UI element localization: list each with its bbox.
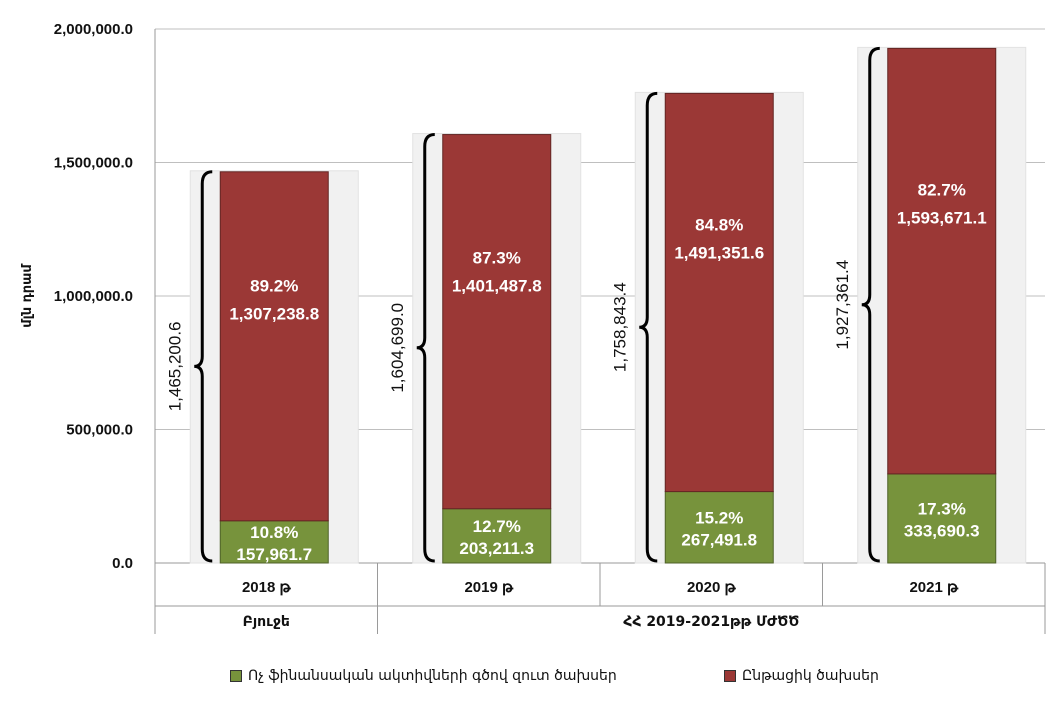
legend-item-nonfinancial: Ոչ ֆինանսական ակտիվների գծով զուտ ծախսեր — [230, 668, 617, 684]
bar-segment-nonfinancial — [664, 491, 774, 564]
y-tick-label: 2,000,000.0 — [54, 21, 133, 38]
data-label-value-nonfinancial: 267,491.8 — [681, 530, 757, 549]
data-label-value-current: 1,491,351.6 — [674, 244, 764, 263]
legend-label-current: Ընթացիկ ծախսեր — [742, 668, 879, 684]
bars — [189, 46, 1027, 564]
total-brace — [416, 133, 435, 563]
data-label-value-current: 1,401,487.8 — [452, 276, 542, 295]
legend: Ոչ ֆինանսական ակտիվների գծով զուտ ծախսեր… — [0, 668, 1053, 688]
bar-segment-current — [442, 134, 552, 510]
category-label: 2021 թ — [909, 579, 959, 596]
bar-segment-current — [219, 171, 329, 522]
total-brace — [639, 91, 658, 563]
legend-item-current: Ընթացիկ ծախսեր — [724, 668, 879, 684]
total-label: 1,465,200.6 — [165, 321, 184, 411]
data-label-pct-current: 82.7% — [918, 181, 966, 200]
total-brace — [861, 46, 880, 563]
axes: 0.0 500,000.0 1,000,000.0 1,500,000.0 2,000,… — [20, 21, 1046, 634]
total-label: 1,604,699.0 — [388, 303, 407, 393]
data-label-value-current: 1,593,671.1 — [897, 209, 987, 228]
data-label-pct-nonfinancial: 15.2% — [695, 508, 743, 527]
legend-label-nonfinancial: Ոչ ֆինանսական ակտիվների գծով զուտ ծախսեր — [248, 668, 617, 684]
legend-swatch-green — [230, 670, 242, 682]
category-label: 2019 թ — [464, 579, 514, 596]
labels: 10.8% 157,961.7 89.2% 1,307,238.8 1,465,200.… — [165, 46, 987, 564]
data-label-pct-current: 89.2% — [250, 276, 298, 295]
y-tick-label: 500,000.0 — [66, 422, 133, 439]
bar-segment-nonfinancial — [887, 473, 997, 564]
data-label-pct-nonfinancial: 12.7% — [473, 517, 521, 536]
data-label-pct-nonfinancial: 17.3% — [918, 499, 966, 518]
data-label-pct-nonfinancial: 10.8% — [250, 523, 298, 542]
category-label: 2020 թ — [687, 579, 737, 596]
data-label-pct-current: 87.3% — [473, 248, 521, 267]
bar-segment-current — [664, 92, 774, 493]
data-label-value-nonfinancial: 203,211.3 — [459, 539, 534, 558]
y-tick-label: 1,500,000.0 — [54, 155, 133, 172]
data-label-pct-current: 84.8% — [695, 216, 743, 235]
y-tick-label: 0.0 — [112, 555, 133, 572]
total-brace — [194, 170, 213, 563]
y-axis-title: մլն դրամ — [20, 263, 35, 328]
data-label-value-nonfinancial: 333,690.3 — [904, 521, 980, 540]
y-tick-label: 1,000,000.0 — [54, 288, 133, 305]
category-label: 2018 թ — [242, 579, 292, 596]
group-label: Բյուջե — [243, 614, 290, 630]
total-label: 1,927,361.4 — [833, 260, 852, 350]
total-label: 1,758,843.4 — [610, 282, 629, 372]
legend-swatch-red — [724, 670, 736, 682]
bar-segment-current — [887, 47, 997, 475]
bar-segment-nonfinancial — [219, 520, 329, 564]
data-label-value-current: 1,307,238.8 — [229, 304, 319, 323]
group-label: ՀՀ 2019-2021թթ ՄԺԾԾ — [623, 614, 799, 630]
data-label-value-nonfinancial: 157,961.7 — [236, 545, 312, 564]
